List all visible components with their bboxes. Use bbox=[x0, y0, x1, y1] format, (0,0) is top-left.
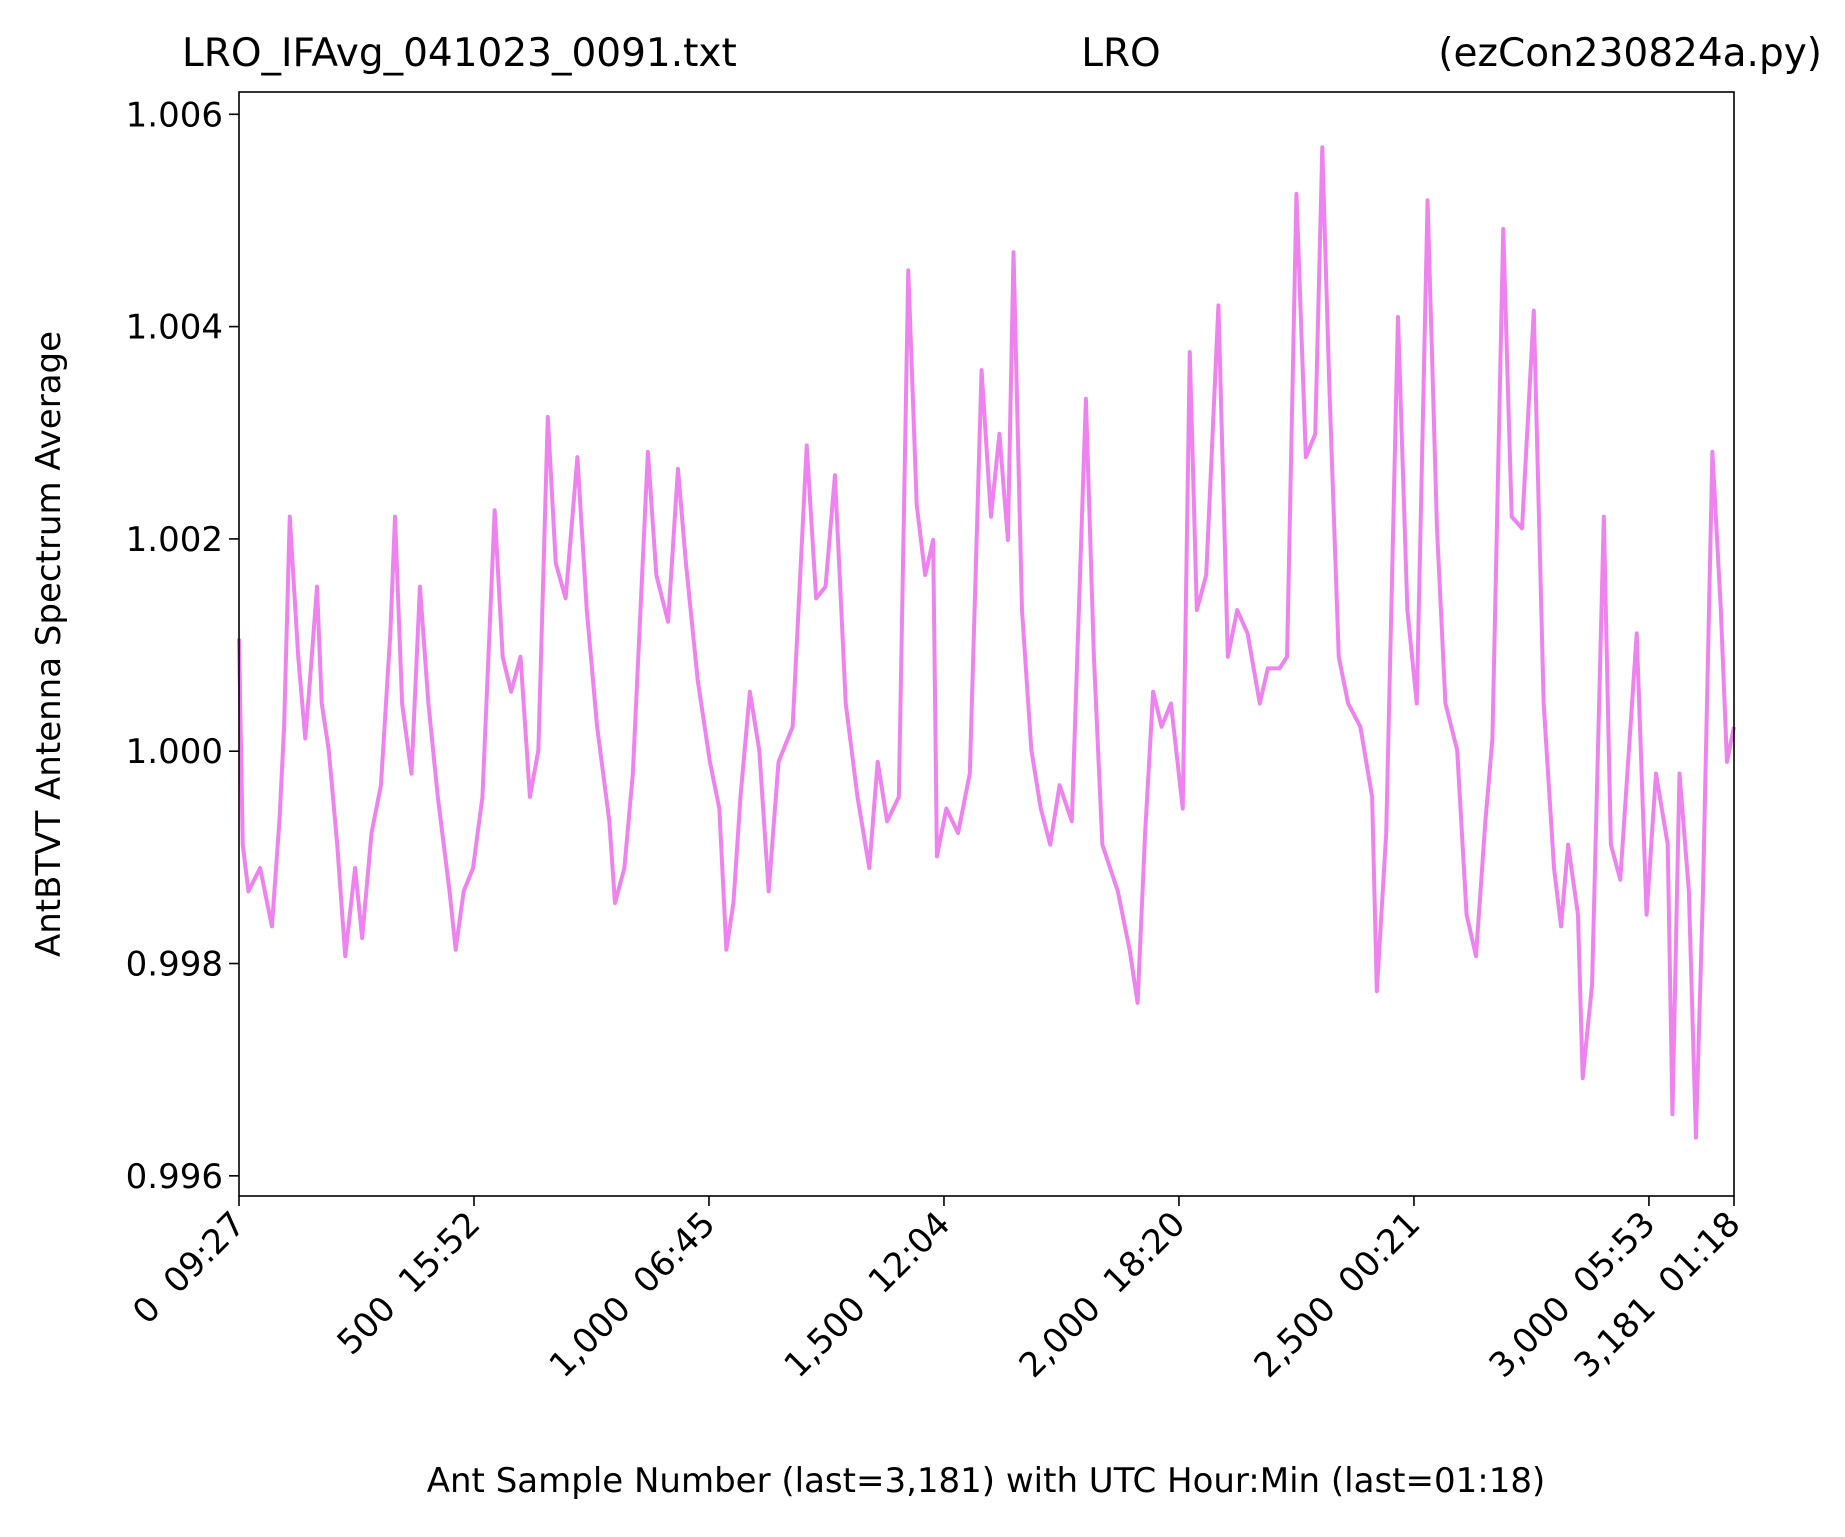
x-axis-label: Ant Sample Number (last=3,181) with UTC … bbox=[427, 1461, 1545, 1501]
y-tick-label: 1.004 bbox=[126, 308, 223, 348]
y-tick-label: 1.006 bbox=[126, 95, 223, 135]
y-tick-label: 0.998 bbox=[126, 945, 223, 985]
chart-title-center: LRO bbox=[1081, 31, 1161, 76]
plot-frame bbox=[238, 91, 1735, 1197]
y-tick-label: 1.002 bbox=[126, 520, 223, 560]
y-tick-label: 0.996 bbox=[126, 1157, 223, 1197]
y-tick-label: 1.000 bbox=[126, 732, 223, 772]
chart-title-left: LRO_IFAvg_041023_0091.txt bbox=[182, 31, 737, 76]
chart-title-right: (ezCon230824a.py) bbox=[1438, 31, 1822, 76]
data-line bbox=[237, 145, 1736, 1140]
y-axis-label: AntBTVT Antenna Spectrum Average bbox=[29, 331, 69, 957]
